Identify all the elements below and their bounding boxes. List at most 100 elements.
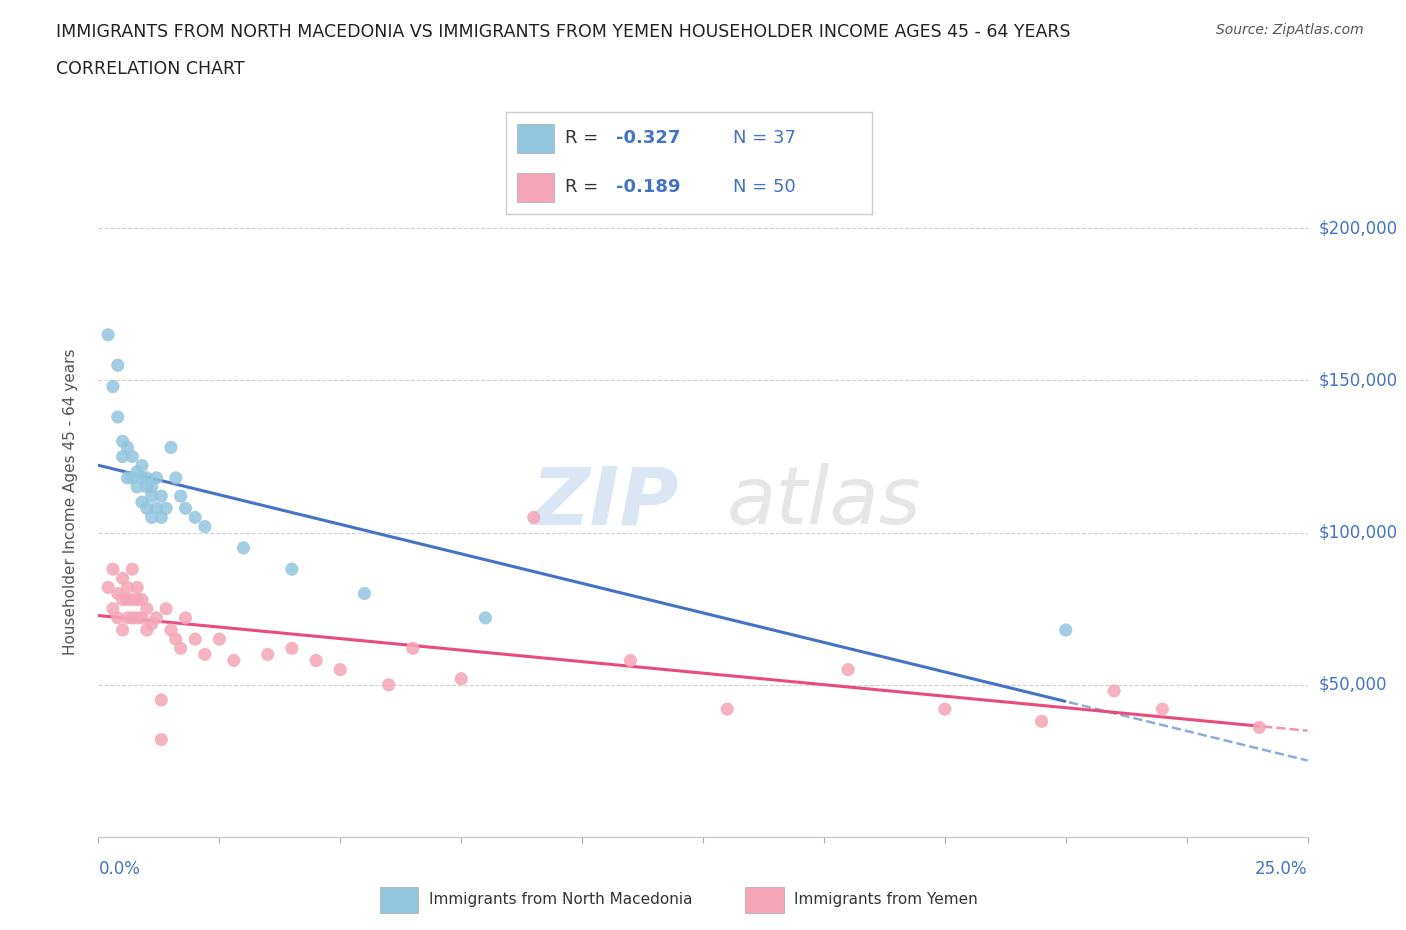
Point [450, 671, 472, 686]
Point [131, 495, 153, 510]
Point [145, 501, 167, 516]
Point [117, 592, 139, 607]
Point [155, 501, 177, 516]
Point [145, 610, 167, 625]
Bar [517, 124, 554, 153]
Point [101, 562, 124, 577]
Point [523, 510, 546, 525]
Text: $50,000: $50,000 [1319, 676, 1388, 694]
Text: Immigrants from Yemen: Immigrants from Yemen [794, 892, 979, 908]
Point [150, 488, 173, 503]
Point [222, 653, 245, 668]
Point [165, 471, 187, 485]
Text: R =: R = [565, 129, 603, 147]
Point [353, 586, 375, 601]
Text: N = 37: N = 37 [733, 129, 796, 147]
Point [160, 440, 183, 455]
Point [131, 471, 153, 485]
Point [329, 662, 352, 677]
Point [101, 379, 124, 394]
Point [107, 409, 129, 424]
Point [150, 732, 173, 747]
Text: atlas: atlas [727, 463, 922, 541]
Point [1102, 684, 1125, 698]
Point [135, 501, 157, 516]
Point [837, 662, 859, 677]
Text: $150,000: $150,000 [1319, 371, 1398, 390]
Text: $200,000: $200,000 [1319, 219, 1398, 237]
Point [716, 702, 738, 717]
Text: Immigrants from North Macedonia: Immigrants from North Macedonia [429, 892, 692, 908]
Point [160, 622, 183, 637]
Point [174, 501, 197, 516]
Text: 0.0%: 0.0% [98, 860, 141, 878]
Point [117, 580, 139, 595]
Point [141, 480, 163, 495]
Point [141, 617, 163, 631]
Point [155, 602, 177, 617]
Point [135, 471, 157, 485]
Point [174, 610, 197, 625]
Text: -0.189: -0.189 [616, 179, 681, 196]
Point [121, 610, 143, 625]
Text: N = 50: N = 50 [733, 179, 796, 196]
Point [127, 592, 149, 607]
Point [121, 449, 143, 464]
Point [107, 586, 129, 601]
Text: -0.327: -0.327 [616, 129, 681, 147]
Point [97, 327, 120, 342]
Point [111, 571, 134, 586]
Point [281, 562, 304, 577]
Point [377, 677, 399, 692]
Point [281, 641, 304, 656]
Point [619, 653, 641, 668]
Point [135, 622, 157, 637]
Point [127, 480, 149, 495]
Point [111, 592, 134, 607]
Point [111, 434, 134, 449]
Point [150, 510, 173, 525]
Point [107, 610, 129, 625]
Point [135, 602, 157, 617]
Bar [380, 887, 419, 912]
Point [141, 510, 163, 525]
Point [184, 631, 207, 646]
Point [208, 631, 231, 646]
Point [111, 449, 134, 464]
Point [117, 440, 139, 455]
Point [169, 488, 191, 503]
Point [305, 653, 328, 668]
Point [131, 458, 153, 473]
Bar [745, 887, 785, 912]
Point [121, 562, 143, 577]
Point [145, 471, 167, 485]
Point [111, 622, 134, 637]
Point [474, 610, 496, 625]
Point [127, 464, 149, 479]
Y-axis label: Householder Income Ages 45 - 64 years: Householder Income Ages 45 - 64 years [63, 349, 77, 656]
Point [1031, 714, 1053, 729]
Point [127, 580, 149, 595]
Text: $100,000: $100,000 [1319, 524, 1398, 541]
Point [194, 519, 217, 534]
Bar [517, 173, 554, 202]
Point [117, 610, 139, 625]
Point [141, 488, 163, 503]
Point [256, 647, 278, 662]
Point [131, 610, 153, 625]
Point [194, 647, 217, 662]
Point [1152, 702, 1174, 717]
Point [184, 510, 207, 525]
Point [135, 480, 157, 495]
Point [117, 471, 139, 485]
Text: Source: ZipAtlas.com: Source: ZipAtlas.com [1216, 23, 1364, 37]
Point [107, 358, 129, 373]
Text: ZIP: ZIP [531, 463, 679, 541]
Point [1249, 720, 1271, 735]
Point [150, 693, 173, 708]
Point [232, 540, 254, 555]
Point [1054, 622, 1077, 637]
Point [101, 602, 124, 617]
Point [165, 631, 187, 646]
Text: IMMIGRANTS FROM NORTH MACEDONIA VS IMMIGRANTS FROM YEMEN HOUSEHOLDER INCOME AGES: IMMIGRANTS FROM NORTH MACEDONIA VS IMMIG… [56, 23, 1071, 41]
